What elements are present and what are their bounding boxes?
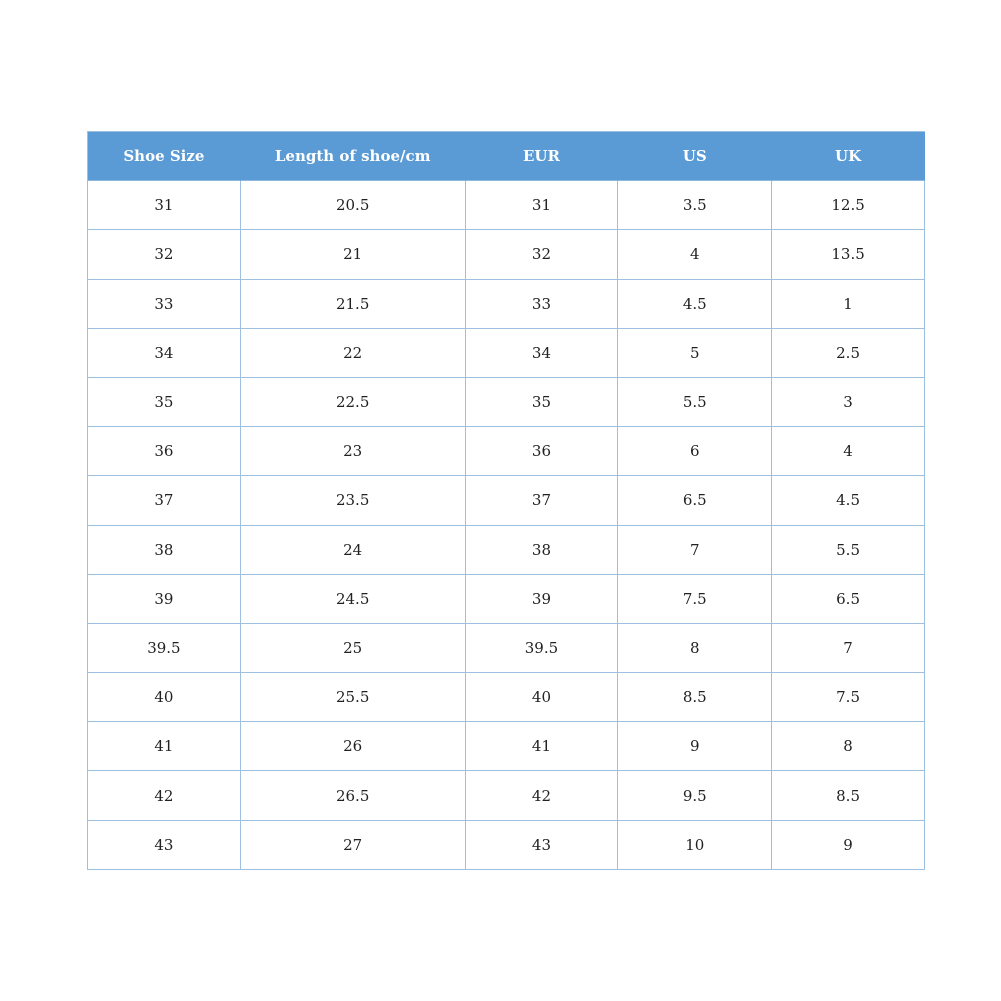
table-cell: 21.5 [240, 279, 466, 329]
table-cell: 39.5 [88, 623, 241, 674]
table-cell: 1 [772, 279, 925, 329]
table-cell: 32 [465, 230, 619, 280]
table-row: 32 21 32 4 13.5 [88, 230, 925, 280]
table-row: 43 27 43 10 9 [88, 820, 925, 870]
table-cell: 35 [88, 377, 241, 428]
table-cell: 5 [618, 328, 773, 378]
header-row: Shoe Size Length of shoe/cm EUR US UK [88, 132, 925, 182]
table-cell: 42 [88, 771, 241, 821]
table-cell: 4.5 [772, 476, 925, 526]
table-cell: 33 [88, 279, 241, 329]
table-cell: 41 [465, 722, 619, 772]
table-cell: 8 [618, 623, 773, 674]
table-cell: 2.5 [772, 328, 925, 378]
table-cell: 41 [88, 722, 241, 772]
table-cell: 4.5 [618, 279, 773, 329]
table-cell: 43 [88, 820, 241, 870]
table-cell: 12.5 [772, 181, 925, 231]
table-cell: 13.5 [772, 230, 925, 280]
table-cell: 9 [772, 820, 925, 870]
table-cell: 43 [465, 820, 619, 870]
table-row: 41 26 41 9 8 [88, 722, 925, 772]
table-cell: 7 [772, 623, 925, 674]
table-cell: 33 [465, 279, 619, 329]
table-cell: 21 [240, 230, 466, 280]
table-cell: 37 [88, 476, 241, 526]
table-cell: 22 [240, 328, 466, 378]
header-cell: Shoe Size [88, 132, 241, 182]
table-cell: 4 [618, 230, 773, 280]
table-row: 34 22 34 5 2.5 [88, 328, 925, 378]
table-cell: 37 [465, 476, 619, 526]
table-cell: 23.5 [240, 476, 466, 526]
table-cell: 38 [88, 525, 241, 575]
table-cell: 24 [240, 525, 466, 575]
table-cell: 5.5 [618, 377, 773, 428]
table-row: 31 20.5 31 3.5 12.5 [88, 181, 925, 231]
table-cell: 36 [88, 427, 241, 477]
table-cell: 6.5 [772, 574, 925, 624]
table-row: 38 24 38 7 5.5 [88, 525, 925, 575]
table-row: 36 23 36 6 4 [88, 427, 925, 477]
table-row: 35 22.5 35 5.5 3 [88, 377, 925, 428]
table-row: 39.5 25 39.5 8 7 [88, 623, 925, 674]
table-cell: 26.5 [240, 771, 466, 821]
table-cell: 8 [772, 722, 925, 772]
table-cell: 34 [88, 328, 241, 378]
table-cell: 42 [465, 771, 619, 821]
table-cell: 3 [772, 377, 925, 428]
header-cell: Length of shoe/cm [240, 132, 466, 182]
table-cell: 25 [240, 623, 466, 674]
table-cell: 9.5 [618, 771, 773, 821]
table-cell: 34 [465, 328, 619, 378]
size-table: Shoe Size Length of shoe/cm EUR US UK 31 20.5 3… [87, 131, 925, 870]
table-cell: 27 [240, 820, 466, 870]
table-cell: 10 [618, 820, 773, 870]
table-cell: 39.5 [465, 623, 619, 674]
table-cell: 22.5 [240, 377, 466, 428]
table-cell: 9 [618, 722, 773, 772]
table-cell: 4 [772, 427, 925, 477]
table-row: 42 26.5 42 9.5 8.5 [88, 771, 925, 821]
table-cell: 8.5 [618, 673, 773, 723]
table-cell: 6 [618, 427, 773, 477]
table-cell: 8.5 [772, 771, 925, 821]
table-cell: 35 [465, 377, 619, 428]
table-cell: 39 [465, 574, 619, 624]
table-row: 37 23.5 37 6.5 4.5 [88, 476, 925, 526]
table-cell: 3.5 [618, 181, 773, 231]
table-cell: 25.5 [240, 673, 466, 723]
table-cell: 26 [240, 722, 466, 772]
table-cell: 39 [88, 574, 241, 624]
table-cell: 5.5 [772, 525, 925, 575]
table-cell: 20.5 [240, 181, 466, 231]
table-row: 40 25.5 40 8.5 7.5 [88, 673, 925, 723]
table-cell: 32 [88, 230, 241, 280]
table-row: 39 24.5 39 7.5 6.5 [88, 574, 925, 624]
table-cell: 31 [465, 181, 619, 231]
table-cell: 36 [465, 427, 619, 477]
table-cell: 40 [88, 673, 241, 723]
table-cell: 23 [240, 427, 466, 477]
table-cell: 40 [465, 673, 619, 723]
table-cell: 31 [88, 181, 241, 231]
table-cell: 38 [465, 525, 619, 575]
table-cell: 7.5 [618, 574, 773, 624]
table-cell: 7.5 [772, 673, 925, 723]
header-cell: UK [772, 132, 925, 182]
table-row: 33 21.5 33 4.5 1 [88, 279, 925, 329]
table-cell: 6.5 [618, 476, 773, 526]
header-cell: EUR [465, 132, 619, 182]
header-cell: US [618, 132, 773, 182]
table-cell: 7 [618, 525, 773, 575]
table-cell: 24.5 [240, 574, 466, 624]
